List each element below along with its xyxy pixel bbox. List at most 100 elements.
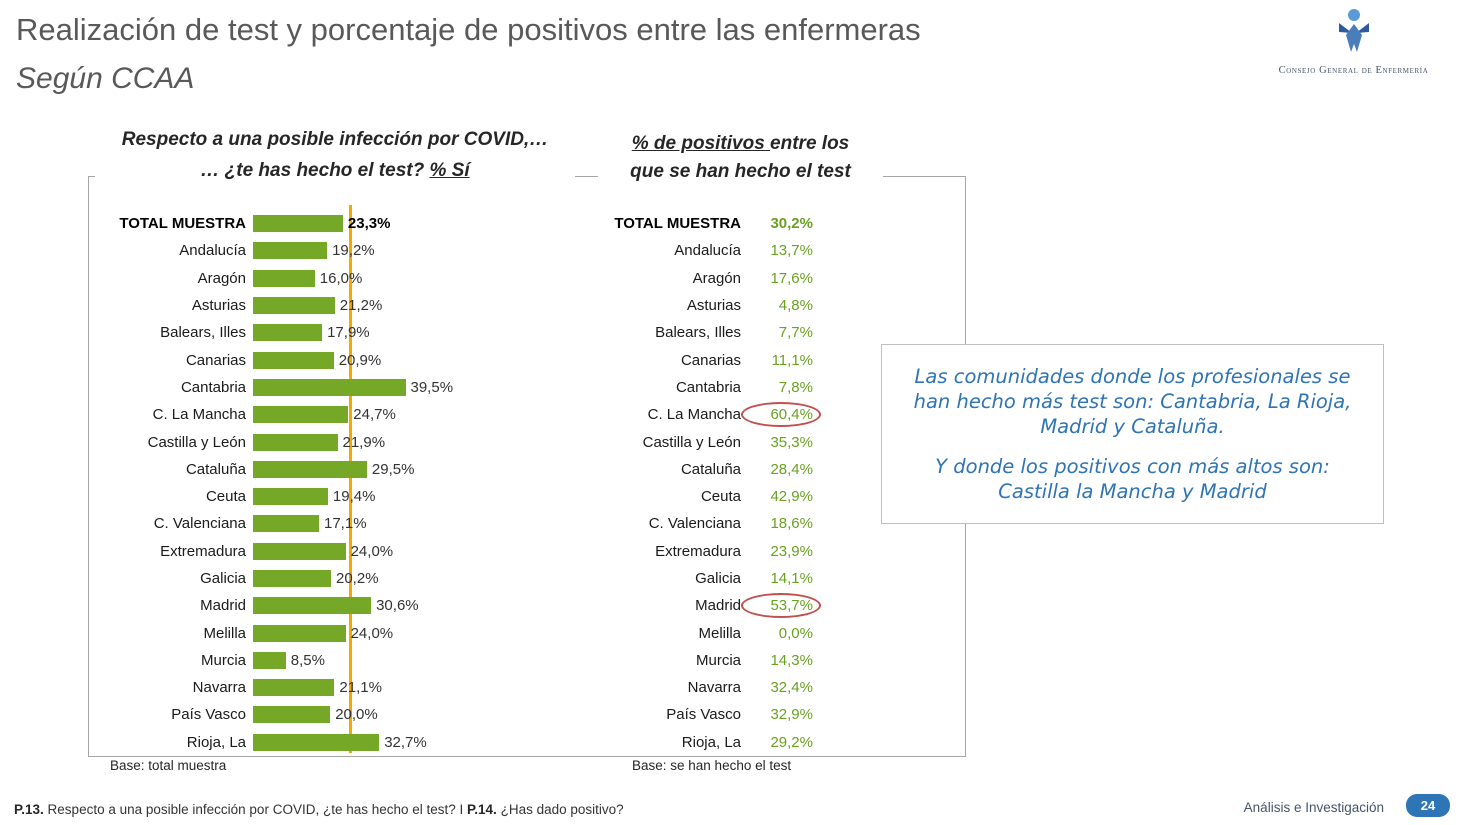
category-label: TOTAL MUESTRA [614, 215, 741, 233]
test-bar [253, 215, 343, 233]
category-label: Extremadura [655, 542, 741, 560]
test-bar [253, 624, 346, 642]
test-bar [253, 651, 286, 669]
positive-row: Melilla 0,0% [581, 619, 813, 646]
test-value-label: 24,0% [350, 542, 394, 560]
test-bar-row: Melilla 24,0% [93, 619, 453, 646]
consejo-logo-icon [1338, 9, 1369, 52]
positive-row: Asturias 4,8% [581, 292, 813, 319]
test-bar [253, 378, 406, 396]
test-bar-row: Ceuta 19,4% [93, 483, 453, 510]
test-value-label: 16,0% [319, 269, 363, 287]
positive-value-label: 11,1% [771, 351, 813, 369]
positive-value-label: 17,6% [770, 269, 813, 287]
test-bar-row: Galicia 20,2% [93, 565, 453, 592]
positive-row: Ceuta 42,9% [581, 483, 813, 510]
category-label: Madrid [200, 597, 246, 615]
right-chart-header: % de positivos entre los que se han hech… [598, 130, 883, 186]
left-header-line1: Respecto a una posible infección por COV… [121, 129, 549, 150]
callout-paragraph-2: Y donde los positivos con más altos son:… [935, 454, 1330, 504]
footer-q1-code: P.13. [14, 802, 44, 817]
category-label: Melilla [203, 624, 246, 642]
positive-row: Castilla y León 35,3% [581, 428, 813, 455]
positive-value-label: 32,4% [770, 679, 813, 697]
category-label: Murcia [200, 651, 246, 669]
category-label: Canarias [185, 351, 246, 369]
test-bar [253, 488, 328, 506]
category-label: Murcia [695, 651, 741, 669]
test-bar-row: C. Valenciana 17,1% [93, 510, 453, 537]
category-label: Balears, Illes [655, 324, 741, 342]
test-bar [253, 460, 367, 478]
category-label: Galicia [200, 570, 246, 587]
callout-box: Las comunidades donde los profesionales … [881, 344, 1384, 524]
positive-value-label: 14,3% [770, 651, 813, 669]
test-bar [253, 597, 372, 615]
category-label: Aragón [197, 269, 246, 287]
test-value-label: 32,7% [384, 733, 427, 751]
positive-value-label: 28,4% [770, 460, 813, 478]
positive-value-label: 23,9% [770, 542, 813, 560]
category-label: Ceuta [205, 488, 246, 506]
positive-value-label: 7,8% [778, 378, 813, 396]
test-bar [253, 515, 319, 533]
positive-row: TOTAL MUESTRA 30,2% [581, 210, 813, 237]
category-label: C. Valenciana [153, 515, 246, 533]
test-bar [253, 570, 331, 587]
category-label: TOTAL MUESTRA [119, 215, 246, 233]
category-label: Castilla y León [147, 433, 246, 451]
test-value-label: 30,6% [376, 597, 419, 615]
positive-value-label: 13,7% [770, 242, 813, 260]
category-label: Galicia [695, 570, 741, 587]
test-value-label: 19,2% [332, 242, 375, 260]
positive-row: Aragón 17,6% [581, 265, 813, 292]
positive-row: Cantabria 7,8% [581, 374, 813, 401]
category-label: Andalucía [179, 242, 246, 260]
positive-value-label: 18,6% [770, 515, 813, 533]
test-bar-row: País Vasco 20,0% [93, 701, 453, 728]
test-value-label: 23,3% [347, 215, 391, 233]
test-bar [253, 269, 315, 287]
positive-row: C. La Mancha 60,4% [581, 401, 821, 428]
page-subtitle: Según CCAA [16, 62, 195, 95]
category-label: Asturias [686, 297, 741, 315]
positive-row: Madrid 53,7% [581, 592, 821, 619]
category-label: Andalucía [674, 242, 741, 260]
positive-value-label-circled: 60,4% [741, 402, 821, 428]
positive-row: Cataluña 28,4% [581, 456, 813, 483]
left-header-line2: … ¿te has hecho el test? % Sí [200, 160, 470, 182]
positive-row: Murcia 14,3% [581, 647, 813, 674]
positive-row: Navarra 32,4% [581, 674, 813, 701]
category-label: Castilla y León [642, 433, 741, 451]
category-label: C. La Mancha [152, 406, 246, 424]
category-label: Cataluña [680, 460, 741, 478]
test-value-label: 24,0% [350, 624, 394, 642]
test-bar [253, 542, 346, 560]
test-value-label: 21,1% [339, 679, 382, 697]
chart-area: TOTAL MUESTRA 23,3% Andalucía 19,2% Aragón 16… [88, 176, 966, 757]
category-label: Balears, Illes [160, 324, 246, 342]
test-bar [253, 406, 349, 424]
category-label: País Vasco [171, 706, 246, 724]
test-value-label: 17,9% [327, 324, 370, 342]
test-bar-row: TOTAL MUESTRA 23,3% [93, 210, 453, 237]
test-bar [253, 351, 334, 369]
category-label: Melilla [698, 624, 741, 642]
positive-row: Balears, Illes 7,7% [581, 319, 813, 346]
positive-value-label: 35,3% [770, 433, 813, 451]
positive-row: Galicia 14,1% [581, 565, 813, 592]
positive-value-label: 0,0% [778, 624, 813, 642]
base-note-right: Base: se han hecho el test [632, 758, 792, 773]
positive-row: País Vasco 32,9% [581, 701, 813, 728]
base-note-left: Base: total muestra [110, 758, 227, 773]
category-label: Aragón [692, 269, 741, 287]
logo-text: Consejo General de Enfermería [1278, 65, 1429, 76]
positive-value-label: 32,9% [770, 706, 813, 724]
category-label: Navarra [687, 679, 741, 697]
right-header-line2: que se han hecho el test [630, 160, 851, 182]
positive-value-label: 29,2% [770, 733, 813, 751]
category-label: Asturias [191, 297, 246, 315]
page-number-badge: 24 [1406, 794, 1450, 817]
test-bar-row: Andalucía 19,2% [93, 237, 453, 264]
